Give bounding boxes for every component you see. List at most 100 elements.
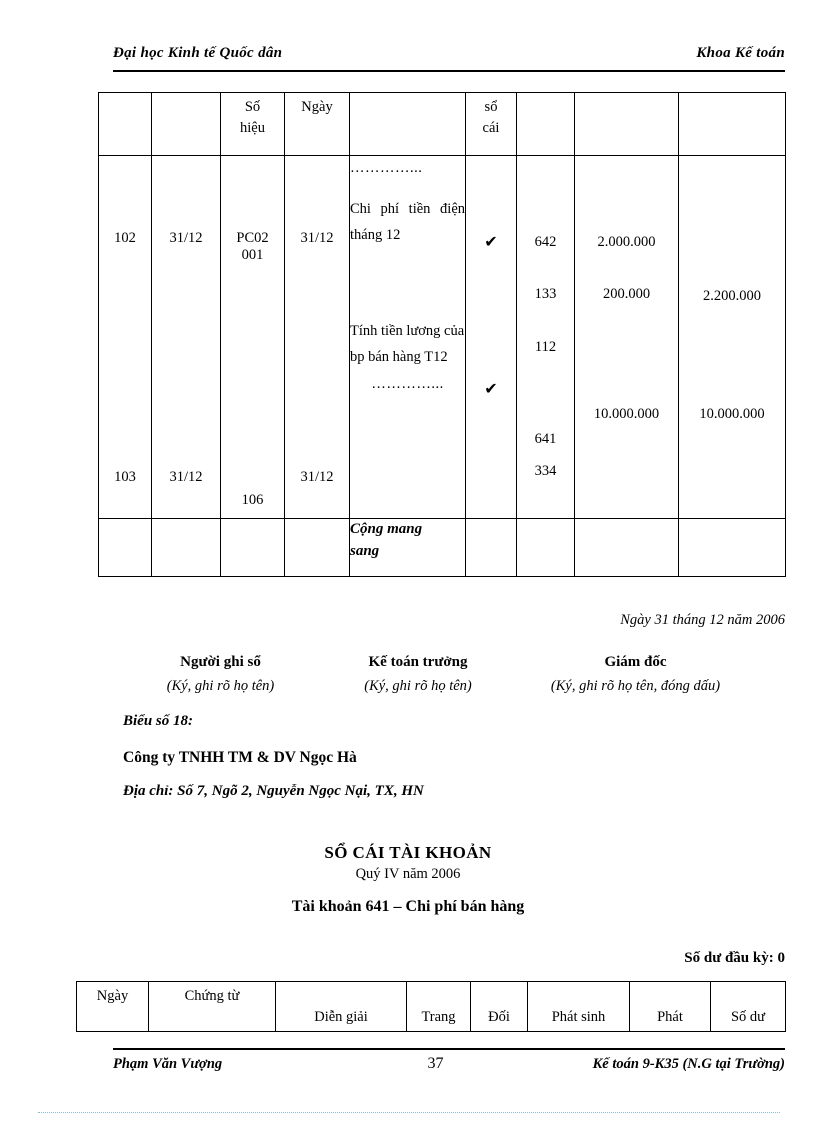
cell-ledger-marks: ✔ ✔ bbox=[465, 155, 517, 519]
journal-total-row: Cộng mang sang bbox=[98, 518, 786, 577]
signature-role-director: Giám đốc bbox=[604, 654, 667, 670]
desc-dots-top: …………... bbox=[350, 160, 423, 176]
header-ledger-line1: sổ bbox=[484, 99, 498, 115]
signature-note-chief-accountant: (Ký, ghi rõ họ tên) bbox=[364, 678, 472, 695]
ledger-header-dien-giai: Diễn giải bbox=[275, 981, 407, 1032]
header-doc-number-line1: Số bbox=[244, 99, 261, 115]
footer-class: Kế toán 9-K35 (N.G tại Trường) bbox=[592, 1056, 785, 1072]
account-112: 112 bbox=[534, 338, 557, 355]
account-133: 133 bbox=[534, 286, 557, 303]
entry-date-103: 31/12 bbox=[169, 469, 203, 485]
header-doc-number-line2: hiệu bbox=[240, 120, 265, 137]
ledger-header-phat-sinh: Phát sinh bbox=[527, 981, 630, 1032]
ledger-opening-balance: Số dư đầu kỳ: 0 bbox=[684, 950, 785, 966]
cell-credit-amounts: 2.200.000 10.000.000 bbox=[678, 155, 786, 519]
header-cell-stt bbox=[98, 92, 152, 156]
ledger-header-doi: Đối bbox=[470, 981, 528, 1032]
figure-label: Biểu số 18: bbox=[123, 713, 194, 729]
ledger-subtitle: Quý IV năm 2006 bbox=[355, 866, 461, 882]
header-cell-account bbox=[516, 92, 575, 156]
company-address: Địa chỉ: Số 7, Ngõ 2, Nguyễn Ngọc Nại, T… bbox=[123, 783, 424, 799]
footer-page-number: 37 bbox=[427, 1055, 444, 1072]
desc-103: Tính tiền lương của bp bán hàng T12 bbox=[350, 323, 465, 365]
ledger-account-line: Tài khoản 641 – Chi phí bán hàng bbox=[291, 898, 525, 915]
ledger-table: Ngày Chứng từ Diễn giải Trang Đối Phát s… bbox=[76, 981, 786, 1032]
total-cell-1 bbox=[98, 518, 152, 577]
total-label-line1: Cộng mang bbox=[350, 521, 423, 537]
footer-author: Phạm Văn Vượng bbox=[113, 1056, 223, 1072]
header-ledger-line2: cái bbox=[482, 120, 500, 137]
credit-334: 10.000.000 bbox=[699, 406, 765, 423]
header-cell-date bbox=[151, 92, 221, 156]
doc-no-103-line1: 106 bbox=[241, 492, 264, 508]
footer-divider bbox=[113, 1048, 785, 1050]
header-divider bbox=[113, 70, 785, 72]
header-cell-description bbox=[349, 92, 466, 156]
cell-page-numbers: 102 103 bbox=[98, 155, 152, 519]
ledger-header-phat: Phát bbox=[629, 981, 711, 1032]
header-cell-doc-number: Số hiệu bbox=[220, 92, 285, 156]
entry-date-102: 31/12 bbox=[169, 230, 203, 246]
signature-role-chief-accountant: Kế toán trưởng bbox=[368, 654, 468, 670]
cell-accounts: 642 133 112 641 334 bbox=[516, 155, 575, 519]
credit-112: 2.200.000 bbox=[703, 288, 761, 304]
page-bottom-dotted-rule bbox=[38, 1112, 780, 1113]
doc-no-102-line1: PC02 bbox=[236, 230, 269, 246]
journal-body-row: 102 103 31/12 31/12 PC02 001 106 31/12 3… bbox=[98, 155, 786, 519]
page-no-102: 102 bbox=[114, 230, 136, 246]
header-cell-debit bbox=[574, 92, 679, 156]
total-cell-8 bbox=[574, 518, 679, 577]
signature-col-recorder: Người ghi sổ (Ký, ghi rõ họ tên) bbox=[113, 652, 328, 698]
ledger-header-trang: Trang bbox=[406, 981, 471, 1032]
cell-descriptions: …………... Chi phí tiền điện tháng 12 Tính … bbox=[349, 155, 466, 519]
total-cell-3 bbox=[220, 518, 285, 577]
header-cell-credit bbox=[678, 92, 786, 156]
running-header: Đại học Kinh tế Quốc dân Khoa Kế toán bbox=[113, 45, 785, 62]
signature-col-chief-accountant: Kế toán trưởng (Ký, ghi rõ họ tên) bbox=[328, 652, 508, 698]
doc-date-103: 31/12 bbox=[300, 469, 334, 485]
header-left-text: Đại học Kinh tế Quốc dân bbox=[113, 45, 283, 61]
total-label-line2: sang bbox=[350, 542, 380, 559]
total-cell-2 bbox=[151, 518, 221, 577]
ledger-header-so-du: Số dư bbox=[710, 981, 786, 1032]
doc-no-102-line2: 001 bbox=[241, 247, 264, 263]
account-641: 641 bbox=[534, 431, 557, 448]
account-642: 642 bbox=[534, 234, 557, 250]
ledger-title: SỔ CÁI TÀI KHOẢN bbox=[324, 843, 492, 862]
desc-dots-bottom: …………... bbox=[371, 375, 444, 392]
account-334: 334 bbox=[534, 462, 557, 479]
header-cell-ledger-mark: sổ cái bbox=[465, 92, 517, 156]
signature-note-recorder: (Ký, ghi rõ họ tên) bbox=[166, 678, 275, 695]
total-cell-6 bbox=[465, 518, 517, 577]
running-footer: Phạm Văn Vượng 37 Kế toán 9-K35 (N.G tại… bbox=[113, 1055, 785, 1073]
total-cell-4 bbox=[284, 518, 350, 577]
total-cell-9 bbox=[678, 518, 786, 577]
total-cell-7 bbox=[516, 518, 575, 577]
debit-641: 10.000.000 bbox=[593, 405, 660, 422]
ledger-header-row: Ngày Chứng từ Diễn giải Trang Đối Phát s… bbox=[76, 981, 786, 1032]
cell-debit-amounts: 2.000.000 200.000 10.000.000 bbox=[574, 155, 679, 519]
signature-note-director: (Ký, ghi rõ họ tên, đóng dấu) bbox=[550, 678, 721, 695]
ledger-header-ngay: Ngày bbox=[76, 981, 149, 1032]
debit-133: 200.000 bbox=[602, 286, 651, 303]
desc-102: Chi phí tiền điện tháng 12 bbox=[350, 201, 465, 243]
doc-date-102: 31/12 bbox=[300, 230, 334, 246]
ledger-check-102: ✔ bbox=[484, 232, 498, 251]
journal-header-row: Số hiệu Ngày sổ cái bbox=[98, 92, 786, 156]
journal-table: Số hiệu Ngày sổ cái 102 103 31/12 31/12 bbox=[98, 92, 786, 577]
page-no-103: 103 bbox=[114, 469, 136, 485]
cell-doc-dates: 31/12 31/12 bbox=[284, 155, 350, 519]
signature-col-director: Giám đốc (Ký, ghi rõ họ tên, đóng dấu) bbox=[508, 652, 763, 698]
debit-642: 2.000.000 bbox=[597, 234, 656, 250]
cell-entry-dates: 31/12 31/12 bbox=[151, 155, 221, 519]
company-name: Công ty TNHH TM & DV Ngọc Hà bbox=[123, 749, 357, 766]
signature-row: Người ghi sổ (Ký, ghi rõ họ tên) Kế toán… bbox=[113, 652, 785, 698]
cell-doc-numbers: PC02 001 106 bbox=[220, 155, 285, 519]
header-cell-doc-date: Ngày bbox=[284, 92, 350, 156]
signature-role-recorder: Người ghi sổ bbox=[180, 654, 261, 670]
ledger-check-103: ✔ bbox=[484, 379, 498, 398]
total-label: Cộng mang sang bbox=[349, 518, 466, 577]
ledger-header-chung-tu: Chứng từ bbox=[148, 981, 276, 1032]
header-right-text: Khoa Kế toán bbox=[696, 45, 785, 61]
